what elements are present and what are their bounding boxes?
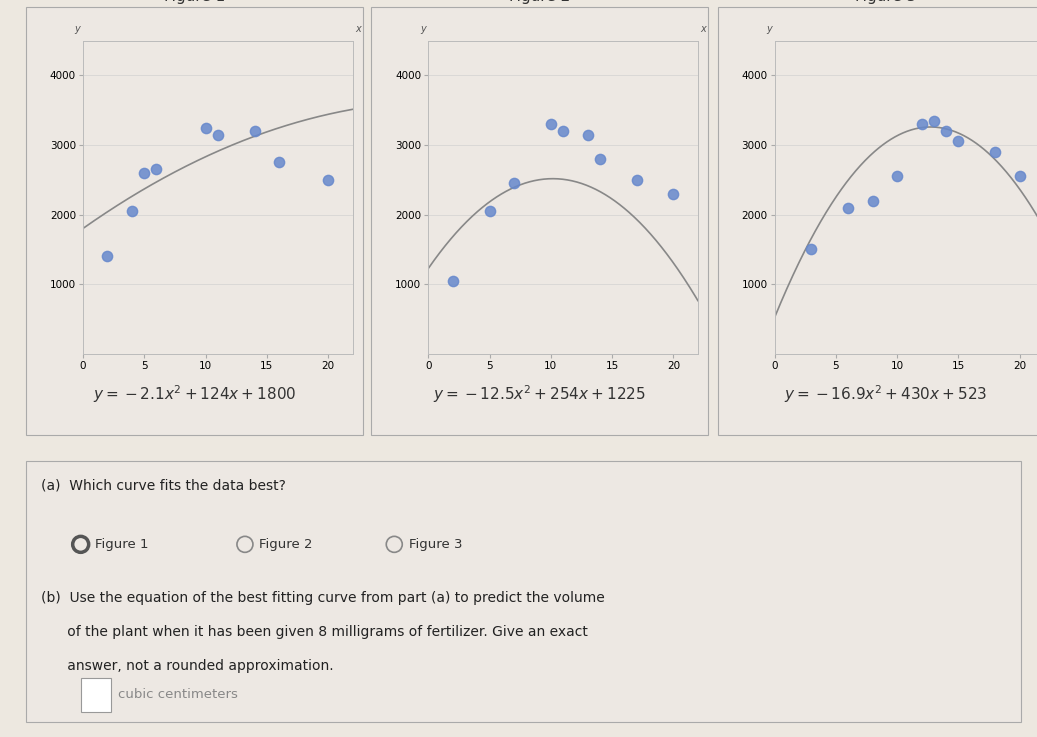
Text: answer, not a rounded approximation.: answer, not a rounded approximation. — [40, 660, 334, 674]
Point — [865, 195, 881, 206]
Point — [591, 153, 608, 165]
Point — [937, 125, 954, 137]
Point — [481, 205, 498, 217]
Text: (a)  Which curve fits the data best?: (a) Which curve fits the data best? — [40, 479, 286, 493]
Point — [628, 174, 645, 186]
Text: Figure 1: Figure 1 — [95, 538, 148, 551]
Point — [889, 170, 905, 182]
Text: (b)  Use the equation of the best fitting curve from part (a) to predict the vol: (b) Use the equation of the best fitting… — [40, 591, 605, 605]
Point — [271, 156, 287, 168]
Text: Figure 3: Figure 3 — [856, 0, 917, 4]
Point — [950, 136, 966, 147]
Text: $y=-2.1x^2+124x+1800$: $y=-2.1x^2+124x+1800$ — [92, 383, 297, 405]
Text: of the plant when it has been given 8 milligrams of fertilizer. Give an exact: of the plant when it has been given 8 mi… — [40, 626, 588, 640]
Point — [100, 251, 116, 262]
FancyBboxPatch shape — [81, 678, 111, 712]
Point — [246, 125, 262, 137]
Point — [148, 164, 165, 175]
Point — [914, 118, 930, 130]
Text: $y=-16.9x^2+430x+523$: $y=-16.9x^2+430x+523$ — [784, 383, 988, 405]
Point — [580, 128, 596, 140]
Text: Figure 2: Figure 2 — [259, 538, 313, 551]
Point — [840, 202, 857, 214]
Point — [542, 118, 559, 130]
Text: Figure 2: Figure 2 — [509, 0, 570, 4]
Point — [506, 178, 523, 189]
Text: cubic centimeters: cubic centimeters — [117, 688, 237, 702]
Point — [123, 205, 140, 217]
Text: y: y — [75, 24, 80, 34]
Text: x: x — [701, 24, 706, 34]
Point — [987, 146, 1004, 158]
Text: y: y — [766, 24, 772, 34]
Point — [1011, 170, 1028, 182]
Point — [209, 128, 226, 140]
Point — [803, 243, 819, 255]
Point — [197, 122, 214, 133]
Point — [555, 125, 571, 137]
Text: x: x — [356, 24, 361, 34]
Point — [136, 167, 152, 178]
Point — [926, 115, 943, 127]
Point — [665, 188, 681, 200]
Text: y: y — [420, 24, 425, 34]
Point — [445, 275, 461, 287]
Text: $y=-12.5x^2+254x+1225$: $y=-12.5x^2+254x+1225$ — [433, 383, 646, 405]
Point — [319, 174, 336, 186]
Text: Figure 1: Figure 1 — [164, 0, 225, 4]
Text: Figure 3: Figure 3 — [409, 538, 463, 551]
